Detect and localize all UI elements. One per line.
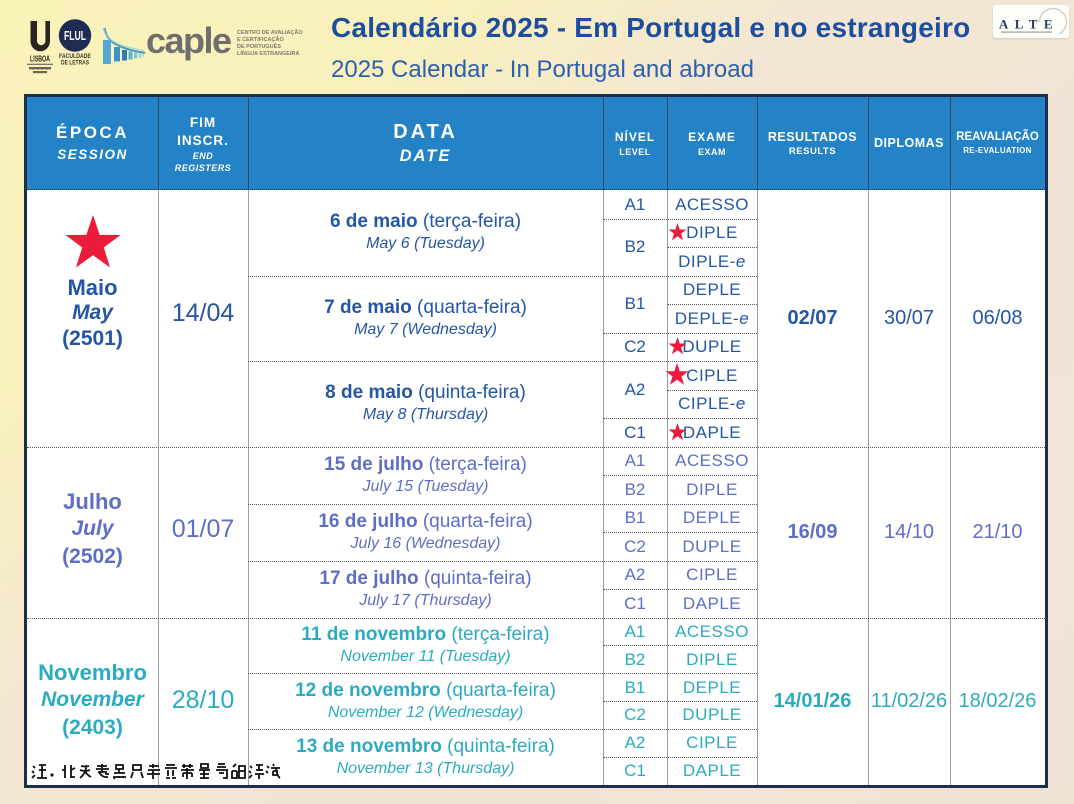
- svg-text:DE LETRAS: DE LETRAS: [61, 60, 89, 67]
- svg-text:FACULDADE: FACULDADE: [59, 53, 92, 60]
- svg-text:LISBOA: LISBOA: [30, 55, 50, 64]
- svg-text:FLUL: FLUL: [64, 29, 86, 43]
- svg-text:ALTE: ALTE: [999, 17, 1059, 32]
